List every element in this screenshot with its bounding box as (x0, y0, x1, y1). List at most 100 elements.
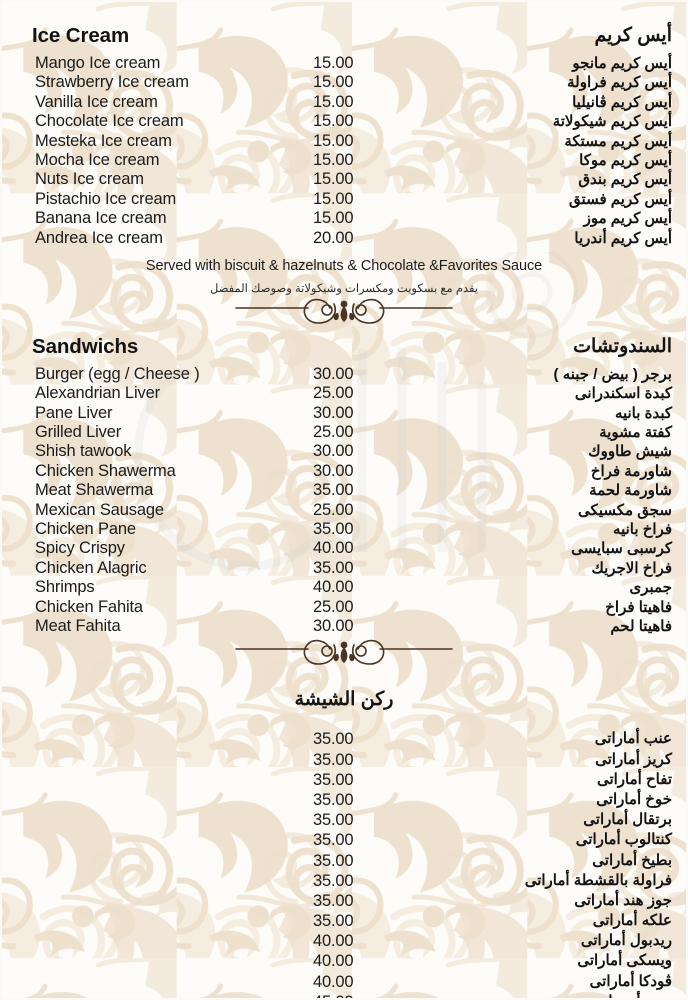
menu-item-row[interactable]: Mango Ice cream 15.00 أيس كريم مانجو (2, 54, 686, 73)
menu-item-row[interactable]: Mesteka Ice cream 15.00 أيس كريم مستكة (2, 132, 686, 151)
item-price: 35.00 (313, 558, 354, 577)
menu-item-row[interactable]: 35.00 عنب أماراتى (2, 729, 686, 749)
menu-item-row[interactable]: 40.00 ريدبول أماراتى (2, 931, 686, 951)
item-name-en: Andrea Ice cream (35, 228, 163, 247)
item-name-ar: أيس كريم موز (583, 210, 672, 228)
item-name-ar: أيس كريم أندريا (574, 229, 672, 247)
item-name-en: Pane Liver (35, 403, 113, 422)
section-title-ar: أيس كريم (594, 25, 672, 46)
item-price: 35.00 (313, 811, 354, 830)
item-price: 15.00 (313, 209, 354, 228)
menu-item-row[interactable]: Grilled Liver 25.00 كفتة مشوية (2, 423, 686, 442)
menu-item-row[interactable]: 35.00 كريز أماراتى (2, 750, 686, 770)
section-ice-cream: Ice Cream أيس كريم Mango Ice cream 15.00… (2, 24, 686, 295)
section-shisha: ركن الشيشة 35.00 عنب أماراتى 35.00 كريز … (2, 688, 686, 998)
item-price: 35.00 (313, 750, 354, 769)
menu-item-row[interactable]: Chicken Pane 35.00 فراخ بانيه (2, 520, 686, 539)
item-name-en: Mesteka Ice cream (35, 131, 172, 150)
item-name-ar: كبدة اسكندرانى (574, 385, 672, 403)
item-price: 40.00 (313, 952, 354, 971)
item-name-ar: بطيخ أماراتى (592, 851, 672, 869)
menu-item-row[interactable]: Mexican Sausage 25.00 سجق مكسيكى (2, 501, 686, 520)
menu-item-row[interactable]: 35.00 برتقال أماراتى (2, 810, 686, 830)
menu-item-row[interactable]: Mocha Ice cream 15.00 أيس كريم موكا (2, 151, 686, 170)
item-name-ar: عنب أماراتى (594, 730, 672, 748)
item-name-en: Chicken Shawerma (35, 461, 176, 480)
menu-item-row[interactable]: Pane Liver 30.00 كبدة بانيه (2, 404, 686, 423)
item-name-en: Strawberry Ice cream (35, 73, 189, 92)
item-price: 30.00 (313, 616, 354, 635)
menu-item-row[interactable]: Alexandrian Liver 25.00 كبدة اسكندرانى (2, 384, 686, 403)
menu-item-row[interactable]: Pistachio Ice cream 15.00 أيس كريم فستق (2, 190, 686, 209)
menu-item-row[interactable]: Shrimps 40.00 جمبرى (2, 578, 686, 597)
menu-item-row[interactable]: Andrea Ice cream 20.00 أيس كريم أندريا (2, 229, 686, 248)
item-name-en: Chicken Pane (35, 520, 136, 539)
menu-item-row[interactable]: Banana Ice cream 15.00 أيس كريم موز (2, 209, 686, 228)
item-name-en: Shish tawook (35, 442, 132, 461)
section-header-ice-cream: Ice Cream أيس كريم (2, 24, 686, 54)
item-name-en: Burger (egg / Cheese ) (35, 364, 200, 383)
item-price: 15.00 (313, 131, 354, 150)
ornamental-divider (2, 295, 686, 325)
item-price: 30.00 (313, 403, 354, 422)
item-name-ar: أيس كريم بندق (578, 171, 672, 189)
item-name-en: Alexandrian Liver (35, 384, 160, 403)
menu-item-row[interactable]: 40.00 ڤودكا أماراتى (2, 972, 686, 992)
item-name-ar: جمبرى (629, 579, 673, 597)
item-price: 30.00 (313, 442, 354, 461)
menu-item-row[interactable]: 35.00 خوخ أماراتى (2, 790, 686, 810)
menu-item-row[interactable]: 45.00 حجر أندريا (2, 992, 686, 998)
menu-item-row[interactable]: 35.00 علكه أماراتى (2, 911, 686, 931)
menu-item-row[interactable]: 35.00 بطيخ أماراتى (2, 851, 686, 871)
menu-item-row[interactable]: Shish tawook 30.00 شيش طاووك (2, 442, 686, 461)
section-title-en: Ice Cream (32, 24, 130, 47)
item-name-ar: حجر أندريا (608, 992, 672, 998)
menu-item-row[interactable]: 35.00 فراولة بالقشطة أماراتى (2, 871, 686, 891)
menu-item-row[interactable]: 40.00 ويسكى أماراتى (2, 951, 686, 971)
menu-item-row[interactable]: 35.00 جوز هند أماراتى (2, 891, 686, 911)
item-price: 40.00 (313, 932, 354, 951)
item-price: 15.00 (313, 73, 354, 92)
menu-item-row[interactable]: Spicy Crispy 40.00 كرسبى سبايسى (2, 539, 686, 558)
item-name-ar: برجر ( بيض / جبنه ) (553, 365, 672, 383)
item-name-en: Vanilla Ice cream (35, 92, 158, 111)
item-name-ar: سجق مكسيكى (578, 501, 672, 519)
item-price: 35.00 (313, 770, 354, 789)
item-price: 30.00 (313, 461, 354, 480)
menu-item-row[interactable]: 35.00 تفاح أماراتى (2, 770, 686, 790)
item-price: 35.00 (313, 851, 354, 870)
menu-item-row[interactable]: Chicken Alagric 35.00 فراخ الاجريك (2, 559, 686, 578)
menu-item-row[interactable]: Vanilla Ice cream 15.00 أيس كريم ڤانيليا (2, 93, 686, 112)
item-price: 15.00 (313, 112, 354, 131)
menu-item-row[interactable]: Chicken Fahita 25.00 فاهيتا فراخ (2, 598, 686, 617)
item-name-en: Shrimps (35, 578, 95, 597)
item-price: 35.00 (313, 891, 354, 910)
ornamental-divider (2, 636, 686, 666)
item-price: 25.00 (313, 500, 354, 519)
item-price: 35.00 (313, 790, 354, 809)
item-name-en: Pistachio Ice cream (35, 189, 177, 208)
item-name-ar: خوخ أماراتى (596, 790, 672, 808)
item-name-en: Mocha Ice cream (35, 150, 160, 169)
menu-item-row[interactable]: Meat Fahita 30.00 فاهيتا لحم (2, 617, 686, 636)
item-price: 35.00 (313, 520, 354, 539)
item-name-ar: أيس كريم فراولة (567, 74, 672, 92)
item-name-en: Chicken Fahita (35, 597, 143, 616)
item-price: 45.00 (313, 992, 353, 998)
menu-item-row[interactable]: Strawberry Ice cream 15.00 أيس كريم فراو… (2, 73, 686, 92)
item-list-sandwichs: Burger (egg / Cheese ) 30.00 برجر ( بيض … (2, 365, 686, 636)
menu-item-row[interactable]: Burger (egg / Cheese ) 30.00 برجر ( بيض … (2, 365, 686, 384)
menu-item-row[interactable]: 35.00 كنتالوب أماراتى (2, 830, 686, 850)
menu-item-row[interactable]: Nuts Ice cream 15.00 أيس كريم بندق (2, 170, 686, 189)
menu-item-row[interactable]: Chocolate Ice cream 15.00 أيس كريم شيكول… (2, 112, 686, 131)
item-name-ar: أيس كريم فستق (569, 190, 672, 208)
item-name-en: Grilled Liver (35, 423, 122, 442)
item-name-en: Chocolate Ice cream (35, 112, 184, 131)
menu-item-row[interactable]: Chicken Shawerma 30.00 شاورمة فراخ (2, 462, 686, 481)
item-price: 15.00 (313, 170, 354, 189)
menu-item-row[interactable]: Meat Shawerma 35.00 شاورمة لحمة (2, 481, 686, 500)
item-name-ar: أيس كريم موكا (579, 151, 672, 169)
item-name-ar: كنتالوب أماراتى (575, 831, 672, 849)
item-name-en: Chicken Alagric (35, 558, 147, 577)
